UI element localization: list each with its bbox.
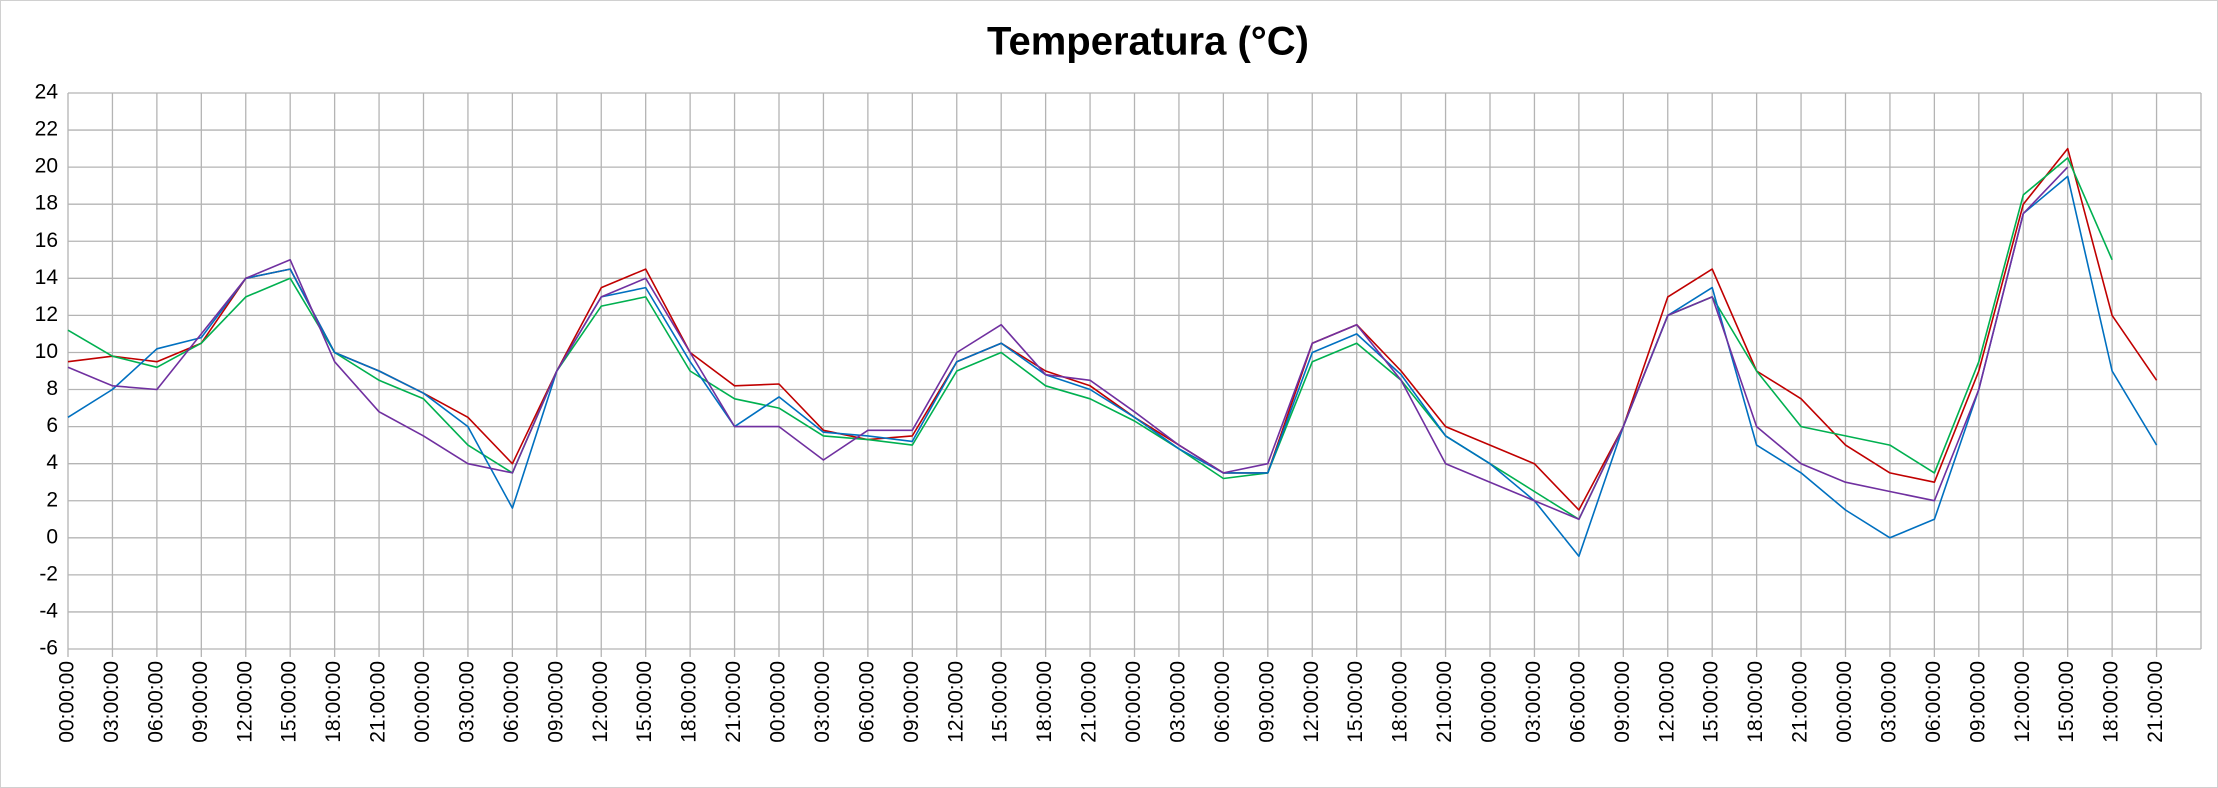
x-tick-label: 09:00:00 <box>544 661 567 743</box>
x-tick-label: 00:00:00 <box>1478 661 1501 743</box>
x-tick-label: 00:00:00 <box>411 661 434 743</box>
x-tick-label: 12:00:00 <box>589 661 612 743</box>
x-tick-label: 15:00:00 <box>2055 661 2078 743</box>
x-tick-label: 03:00:00 <box>1877 661 1900 743</box>
x-tick-label: 03:00:00 <box>455 661 478 743</box>
x-tick-label: 15:00:00 <box>1700 661 1723 743</box>
y-tick-label: 10 <box>35 340 58 363</box>
y-tick-label: 14 <box>35 266 59 289</box>
x-tick-label: 18:00:00 <box>322 661 345 743</box>
y-tick-label: 4 <box>46 451 58 474</box>
x-tick-label: 21:00:00 <box>722 661 745 743</box>
series-line <box>67 175 2158 558</box>
x-tick-label: 18:00:00 <box>1744 661 1767 743</box>
x-tick-label: 12:00:00 <box>944 661 967 743</box>
x-tick-label: 03:00:00 <box>1522 661 1545 743</box>
x-tick-label: 06:00:00 <box>1922 661 1945 743</box>
y-tick-label: -6 <box>39 637 58 660</box>
y-tick-label: 22 <box>35 118 58 141</box>
x-tick-label: 09:00:00 <box>1966 661 1989 743</box>
x-tick-label: 12:00:00 <box>233 661 256 743</box>
y-tick-label: 8 <box>46 377 58 400</box>
x-tick-label: 09:00:00 <box>1611 661 1634 743</box>
x-tick-label: 00:00:00 <box>56 661 79 743</box>
x-tick-label: 06:00:00 <box>500 661 523 743</box>
y-tick-label: -4 <box>39 599 58 622</box>
x-tick-label: 12:00:00 <box>1300 661 1323 743</box>
series-line <box>67 157 2113 521</box>
x-tick-label: 03:00:00 <box>811 661 834 743</box>
x-tick-label: 15:00:00 <box>278 661 301 743</box>
x-tick-label: 21:00:00 <box>2144 661 2167 743</box>
y-tick-label: 24 <box>35 81 59 104</box>
y-tick-label: 6 <box>46 414 58 437</box>
x-tick-label: 06:00:00 <box>144 661 167 743</box>
x-tick-label: 09:00:00 <box>189 661 212 743</box>
x-tick-label: 18:00:00 <box>1389 661 1412 743</box>
x-tick-label: 12:00:00 <box>1655 661 1678 743</box>
y-tick-label: 20 <box>35 155 58 178</box>
x-tick-label: 15:00:00 <box>633 661 656 743</box>
x-tick-label: 21:00:00 <box>1078 661 1101 743</box>
x-tick-label: 06:00:00 <box>1566 661 1589 743</box>
y-tick-label: 0 <box>46 525 58 548</box>
chart-title: Temperatura (°C) <box>987 20 1309 64</box>
x-tick-label: 09:00:00 <box>900 661 923 743</box>
x-tick-label: 06:00:00 <box>855 661 878 743</box>
x-tick-label: 18:00:00 <box>1033 661 1056 743</box>
x-tick-label: 00:00:00 <box>767 661 790 743</box>
x-tick-label: 06:00:00 <box>1211 661 1234 743</box>
x-tick-label: 18:00:00 <box>2100 661 2123 743</box>
series-line <box>67 166 2069 521</box>
x-tick-label: 00:00:00 <box>1122 661 1145 743</box>
x-tick-label: 00:00:00 <box>1833 661 1856 743</box>
y-tick-label: -2 <box>39 562 58 585</box>
x-tick-label: 21:00:00 <box>367 661 390 743</box>
y-tick-label: 18 <box>35 192 58 215</box>
x-tick-label: 21:00:00 <box>1433 661 1456 743</box>
y-tick-label: 2 <box>46 488 58 511</box>
x-tick-label: 15:00:00 <box>1344 661 1367 743</box>
y-tick-label: 12 <box>35 303 58 326</box>
x-tick-label: 15:00:00 <box>989 661 1012 743</box>
y-tick-label: 16 <box>35 229 58 252</box>
x-tick-label: 12:00:00 <box>2011 661 2034 743</box>
x-tick-label: 18:00:00 <box>678 661 701 743</box>
x-tick-label: 09:00:00 <box>1255 661 1278 743</box>
x-tick-label: 03:00:00 <box>1166 661 1189 743</box>
x-tick-label: 03:00:00 <box>100 661 123 743</box>
x-tick-label: 21:00:00 <box>1789 661 1812 743</box>
